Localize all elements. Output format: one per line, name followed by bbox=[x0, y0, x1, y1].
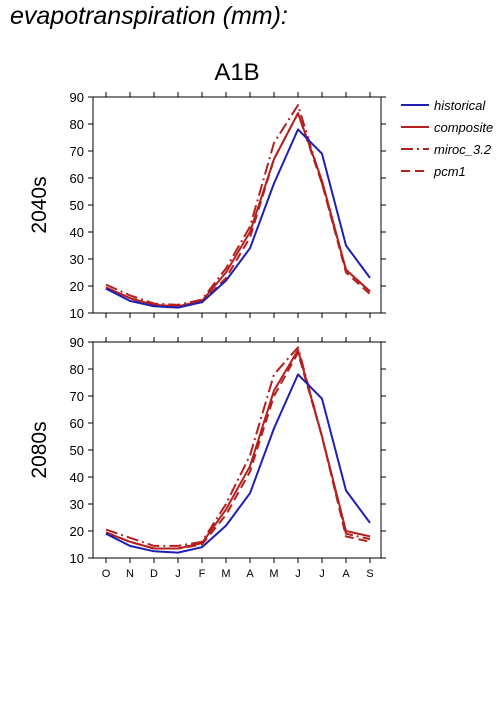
legend-label-composite: composite bbox=[434, 120, 493, 135]
series-line-composite bbox=[105, 349, 371, 550]
y-tick-label: 70 bbox=[70, 144, 84, 159]
legend: historical composite miroc_3.2 pcm1 bbox=[401, 98, 493, 179]
y-tick-label: 20 bbox=[70, 524, 84, 539]
x-tick-label: A bbox=[342, 568, 350, 580]
x-tick-label: M bbox=[269, 568, 278, 580]
panel-2080s: 10 20 30 40 50 60 70 80 90 O N D J F M A M J J A S 2080s bbox=[28, 335, 386, 580]
y-tick-label: 70 bbox=[70, 389, 84, 404]
legend-label-miroc-3-2: miroc_3.2 bbox=[434, 142, 492, 157]
y-tick-label: 40 bbox=[70, 225, 84, 240]
x-tick-label: F bbox=[199, 568, 206, 580]
x-tick-label: J bbox=[319, 568, 325, 580]
plot-frame bbox=[92, 96, 382, 314]
x-tick-label: D bbox=[150, 568, 158, 580]
y-tick-label: 30 bbox=[70, 252, 84, 267]
y-tick-label: 20 bbox=[70, 279, 84, 294]
x-tick-label: A bbox=[246, 568, 254, 580]
row-label-2040s: 2040s bbox=[28, 176, 51, 233]
y-tick-label: 90 bbox=[70, 335, 84, 350]
row-label-2080s: 2080s bbox=[28, 421, 51, 478]
y-tick-label: 40 bbox=[70, 470, 84, 485]
x-tick-label: O bbox=[102, 568, 111, 580]
plot-frame bbox=[92, 341, 382, 559]
x-tick-label: J bbox=[295, 568, 301, 580]
y-tick-label: 80 bbox=[70, 117, 84, 132]
y-tick-label: 10 bbox=[70, 551, 84, 566]
scenario-title: A1B bbox=[214, 59, 259, 86]
panel-2040s: 10 20 30 40 50 60 70 80 90 2040s bbox=[28, 90, 386, 321]
legend-label-historical: historical bbox=[434, 98, 486, 113]
series-line-historical bbox=[105, 373, 371, 554]
x-tick-label: S bbox=[366, 568, 373, 580]
series-line-miroc-3-2 bbox=[105, 346, 371, 547]
x-tick-label: M bbox=[221, 568, 230, 580]
y-tick-label: 60 bbox=[70, 416, 84, 431]
x-tick-label: N bbox=[126, 568, 134, 580]
series-line-pcm1 bbox=[105, 351, 371, 550]
series-line-historical bbox=[105, 128, 371, 309]
series-line-miroc-3-2 bbox=[105, 104, 371, 306]
y-tick-label: 50 bbox=[70, 443, 84, 458]
legend-label-pcm1: pcm1 bbox=[433, 164, 466, 179]
y-tick-label: 90 bbox=[70, 90, 84, 105]
y-tick-label: 60 bbox=[70, 171, 84, 186]
y-tick-label: 80 bbox=[70, 362, 84, 377]
series-line-composite bbox=[105, 112, 371, 308]
y-tick-label: 30 bbox=[70, 497, 84, 512]
y-tick-label: 10 bbox=[70, 306, 84, 321]
x-tick-label: J bbox=[175, 568, 181, 580]
page-title: evapotranspiration (mm): bbox=[10, 2, 288, 30]
y-tick-label: 50 bbox=[70, 198, 84, 213]
